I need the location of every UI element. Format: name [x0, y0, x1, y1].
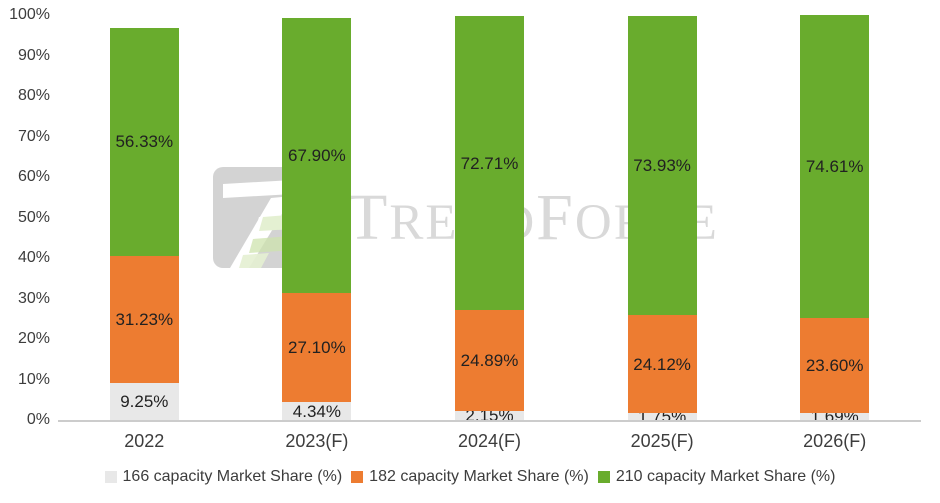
data-label: 31.23% — [115, 309, 174, 329]
bar-segment: 9.25% — [109, 382, 179, 420]
y-tick-label: 70% — [17, 127, 50, 145]
watermark-letter: T — [347, 181, 390, 254]
data-label: 27.10% — [288, 338, 346, 358]
bar-segment: 72.71% — [455, 16, 524, 311]
legend-swatch-icon — [104, 471, 117, 483]
legend-item: 166 capacity Market Share (%) — [104, 468, 343, 486]
y-tick-label: 90% — [17, 46, 50, 64]
bar-segment: 67.90% — [282, 17, 352, 293]
y-tick-label: 100% — [9, 6, 50, 23]
bar-2022: 9.25% 31.23% 56.33% — [109, 0, 179, 420]
y-tick-label: 10% — [17, 370, 50, 388]
legend-item: 210 capacity Market Share (%) — [597, 468, 836, 486]
legend-label: 182 capacity Market Share (%) — [369, 468, 589, 485]
data-label: 2.15% — [465, 406, 514, 426]
bar-segment: 31.23% — [109, 256, 179, 383]
bar-segment: 4.34% — [282, 401, 352, 421]
legend: 166 capacity Market Share (%) 182 capacit… — [0, 468, 940, 486]
bar-segment: 24.12% — [627, 315, 697, 413]
y-tick-label: 30% — [17, 289, 50, 307]
bar-2023(F): 4.34% 27.10% 67.90% — [282, 0, 352, 421]
x-axis-label: 2022 — [124, 431, 165, 451]
data-label: 56.33% — [115, 132, 174, 152]
data-label: 24.89% — [460, 351, 519, 371]
bar-segment: 74.61% — [800, 15, 870, 318]
data-label: 67.90% — [288, 145, 346, 165]
legend-item: 182 capacity Market Share (%) — [351, 468, 589, 486]
watermark-letter: F — [536, 181, 575, 254]
bar-segment: 24.89% — [455, 310, 524, 412]
legend-label: 166 capacity Market Share (%) — [122, 468, 343, 485]
y-tick-label: 0% — [26, 411, 50, 428]
legend-swatch-icon — [351, 471, 364, 483]
bar-segment: 23.60% — [800, 317, 870, 414]
data-label: 4.34% — [292, 401, 341, 421]
bar-segment: 1.75% — [627, 408, 697, 425]
legend-label: 210 capacity Market Share (%) — [615, 468, 836, 485]
data-label: 9.25% — [120, 391, 169, 411]
x-axis-label: 2025(F) — [630, 431, 694, 451]
y-tick-label: 20% — [17, 330, 50, 347]
data-label: 74.61% — [805, 156, 864, 176]
x-axis-label: 2026(F) — [803, 431, 867, 451]
data-label: 24.12% — [633, 354, 691, 374]
bar-segment: 2.15% — [455, 407, 524, 424]
x-axis-label: 2024(F) — [457, 431, 522, 451]
y-tick-label: 80% — [17, 87, 50, 104]
legend-swatch-icon — [597, 471, 610, 483]
bar-segment: 1.69% — [800, 408, 870, 425]
bar-2025(F): 1.75% 24.12% 73.93% — [627, 0, 697, 425]
bar-segment: 73.93% — [627, 15, 697, 316]
x-axis-line — [58, 420, 921, 422]
data-label: 73.93% — [633, 156, 691, 175]
data-label: 23.60% — [805, 355, 864, 375]
bar-2024(F): 2.15% 24.89% 72.71% — [455, 0, 524, 424]
bar-2026(F): 1.69% 23.60% 74.61% — [800, 0, 870, 425]
bar-segment: 27.10% — [282, 292, 352, 403]
x-axis-label: 2023(F) — [285, 431, 349, 451]
data-label: 72.71% — [460, 153, 519, 173]
y-tick-label: 40% — [17, 249, 50, 266]
y-tick-label: 60% — [17, 168, 50, 185]
bar-segment: 56.33% — [109, 27, 179, 257]
y-tick-label: 50% — [17, 208, 50, 226]
